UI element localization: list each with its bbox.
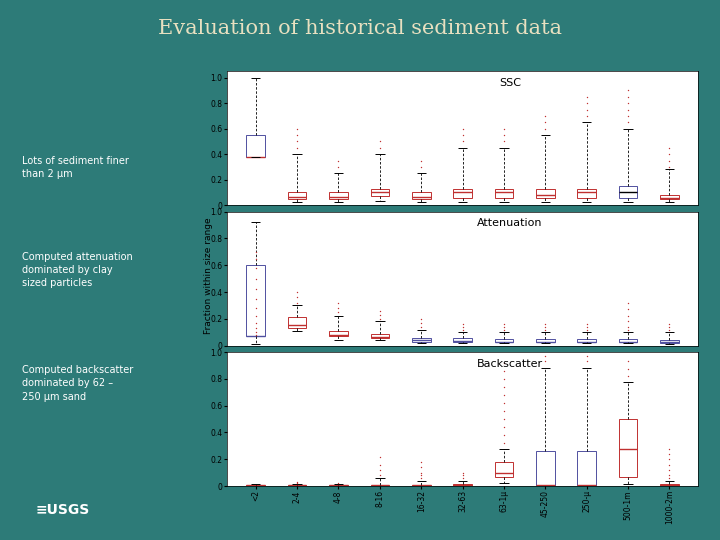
Text: Backscatter: Backscatter [477,359,543,369]
Bar [618,186,637,198]
Text: Attenuation: Attenuation [477,218,542,228]
Bar [577,339,596,342]
Bar [454,188,472,198]
Text: ≡USGS: ≡USGS [36,503,90,517]
Bar [618,339,637,342]
Bar [412,192,431,199]
Text: SSC: SSC [499,78,521,88]
Bar [536,339,554,342]
Bar [577,451,596,485]
Bar [329,331,348,336]
Bar [454,338,472,342]
Text: Lots of sediment finer
than 2 μm: Lots of sediment finer than 2 μm [22,156,128,179]
Bar [412,338,431,342]
Bar [246,265,265,336]
Text: Computed backscatter
dominated by 62 –
250 μm sand: Computed backscatter dominated by 62 – 2… [22,365,133,402]
Bar [371,188,390,196]
Bar [536,188,554,198]
Text: Evaluation of historical sediment data: Evaluation of historical sediment data [158,19,562,38]
Bar [495,339,513,342]
Bar [536,451,554,485]
Bar [454,484,472,485]
Text: Fraction within size range: Fraction within size range [204,217,213,334]
Bar [618,419,637,477]
Bar [660,195,679,199]
Bar [660,340,679,343]
Bar [660,484,679,485]
Bar [371,334,390,338]
Bar [495,462,513,477]
Bar [246,135,265,157]
Bar [288,192,307,199]
Bar [329,192,348,199]
Bar [577,188,596,198]
Bar [495,188,513,198]
Bar [288,318,307,328]
Text: Computed attenuation
dominated by clay
sized particles: Computed attenuation dominated by clay s… [22,252,132,288]
